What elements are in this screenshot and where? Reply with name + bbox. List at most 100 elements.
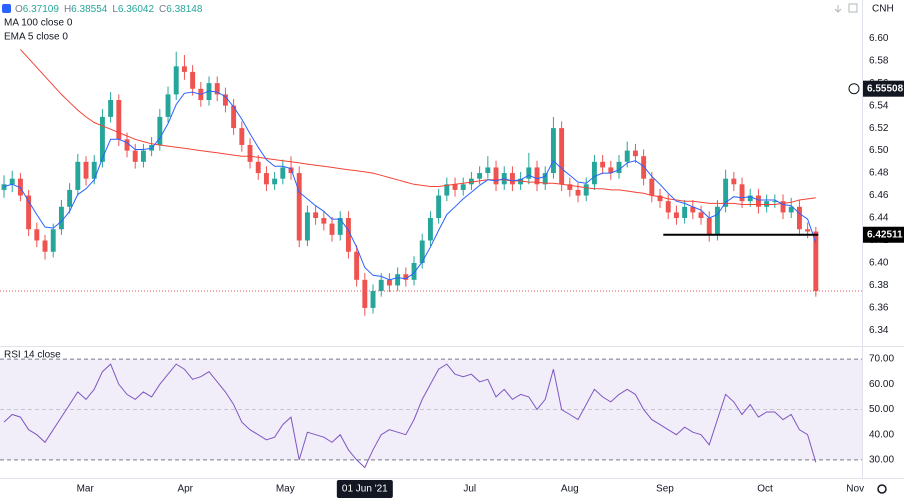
candle-body: [649, 178, 655, 196]
candle-body: [99, 116, 105, 162]
candle-body: [641, 156, 647, 179]
ohlc-value: 6.38554: [71, 4, 108, 15]
ohlc-value: 6.36042: [118, 4, 155, 15]
x-tick-label: Nov: [846, 484, 864, 495]
candle-body: [173, 66, 179, 95]
candle-body: [231, 105, 237, 129]
y-tick-label: 6.48: [869, 168, 889, 179]
candle-body: [739, 184, 745, 202]
candle-body: [296, 173, 302, 241]
candle-body: [591, 161, 597, 185]
price-tag-label: 6.55508: [867, 83, 904, 94]
candle-body: [608, 167, 614, 174]
candle-body: [9, 178, 15, 185]
ohlc-value: 6.38148: [166, 4, 203, 15]
candle-body: [362, 279, 368, 308]
ohlc-legend: O6.37109 H6.38554 L6.36042 C6.38148: [15, 4, 203, 15]
candle-body: [493, 167, 499, 185]
rsi-tick-label: 50.00: [869, 404, 894, 415]
candle-body: [280, 167, 286, 179]
level-tag-label: 6.42511: [867, 229, 903, 240]
candle-body: [108, 100, 114, 117]
candle-body: [67, 189, 73, 207]
candle-body: [690, 206, 696, 213]
candle-body: [345, 218, 351, 252]
candle-body: [788, 206, 794, 213]
plot: [0, 49, 862, 469]
candle-body: [452, 184, 458, 190]
candle-body: [583, 184, 589, 196]
candle-body: [386, 279, 392, 286]
candle-body: [403, 274, 409, 280]
x-tick-highlight: [336, 480, 393, 498]
candle-body: [534, 167, 540, 185]
ohlc-value: 6.37109: [23, 4, 60, 15]
rsi-band: [0, 359, 862, 460]
rsi-tick-label: 40.00: [869, 429, 894, 440]
y-tick-label: 6.58: [869, 55, 889, 66]
candle-body: [140, 150, 146, 162]
candle-body: [206, 83, 212, 101]
candle-body: [723, 178, 729, 207]
settings-icon[interactable]: [877, 484, 887, 494]
symbol-icon: [2, 4, 11, 13]
x-tick-label: May: [276, 484, 295, 495]
ema-legend: EMA 5 close 0: [4, 32, 68, 43]
candle-body: [772, 201, 778, 203]
candle-body: [427, 218, 433, 241]
candle-body: [616, 161, 622, 174]
y-tick-label: 6.36: [869, 303, 889, 314]
candle-body: [444, 184, 450, 196]
candle-body: [682, 206, 688, 219]
ohlc-key: C: [159, 4, 166, 15]
candle-body: [755, 195, 761, 207]
candle-body: [116, 100, 122, 140]
download-icon[interactable]: [834, 5, 842, 13]
candle-body: [665, 201, 671, 213]
candle-body: [436, 195, 442, 219]
candle-body: [673, 212, 679, 219]
candle-body: [370, 291, 376, 308]
candle-body: [304, 212, 310, 241]
ohlc-key: L: [112, 4, 118, 15]
candle-body: [17, 178, 23, 196]
candle-body: [813, 231, 819, 292]
y-tick-label: 6.34: [869, 325, 889, 336]
candle-body: [157, 116, 163, 145]
candle-body: [460, 184, 466, 190]
candle-body: [42, 240, 48, 252]
candle-body: [747, 195, 753, 202]
candle-body: [395, 274, 401, 286]
symbol-label: CNH: [872, 4, 894, 15]
price-tag: [863, 80, 904, 97]
x-tick-label: 01 Jun '21: [342, 484, 388, 495]
candle-body: [181, 66, 187, 72]
candle-body: [214, 83, 220, 95]
candle-body: [124, 139, 130, 151]
candle-body: [567, 184, 573, 190]
candle-body: [518, 178, 524, 185]
candle-body: [83, 161, 89, 179]
y-tick-label: 6.46: [869, 190, 889, 201]
candle-body: [657, 195, 663, 202]
candle-body: [411, 262, 417, 280]
candle-body: [354, 251, 360, 280]
maximize-icon[interactable]: [848, 3, 858, 13]
candle-body: [239, 128, 245, 145]
candle-body: [165, 94, 171, 117]
y-tick-label: 6.40: [869, 258, 889, 269]
candle-body: [337, 218, 343, 235]
candle-body: [624, 150, 630, 162]
candle-body: [272, 178, 278, 185]
candle-body: [222, 94, 228, 106]
ohlc-key: O: [15, 4, 23, 15]
candle-body: [34, 229, 40, 241]
indicator-line: [3, 90, 817, 281]
rsi-tick-label: 70.00: [869, 354, 894, 365]
candle-body: [550, 128, 556, 174]
candle-body: [419, 240, 425, 263]
candle-body: [805, 229, 811, 232]
